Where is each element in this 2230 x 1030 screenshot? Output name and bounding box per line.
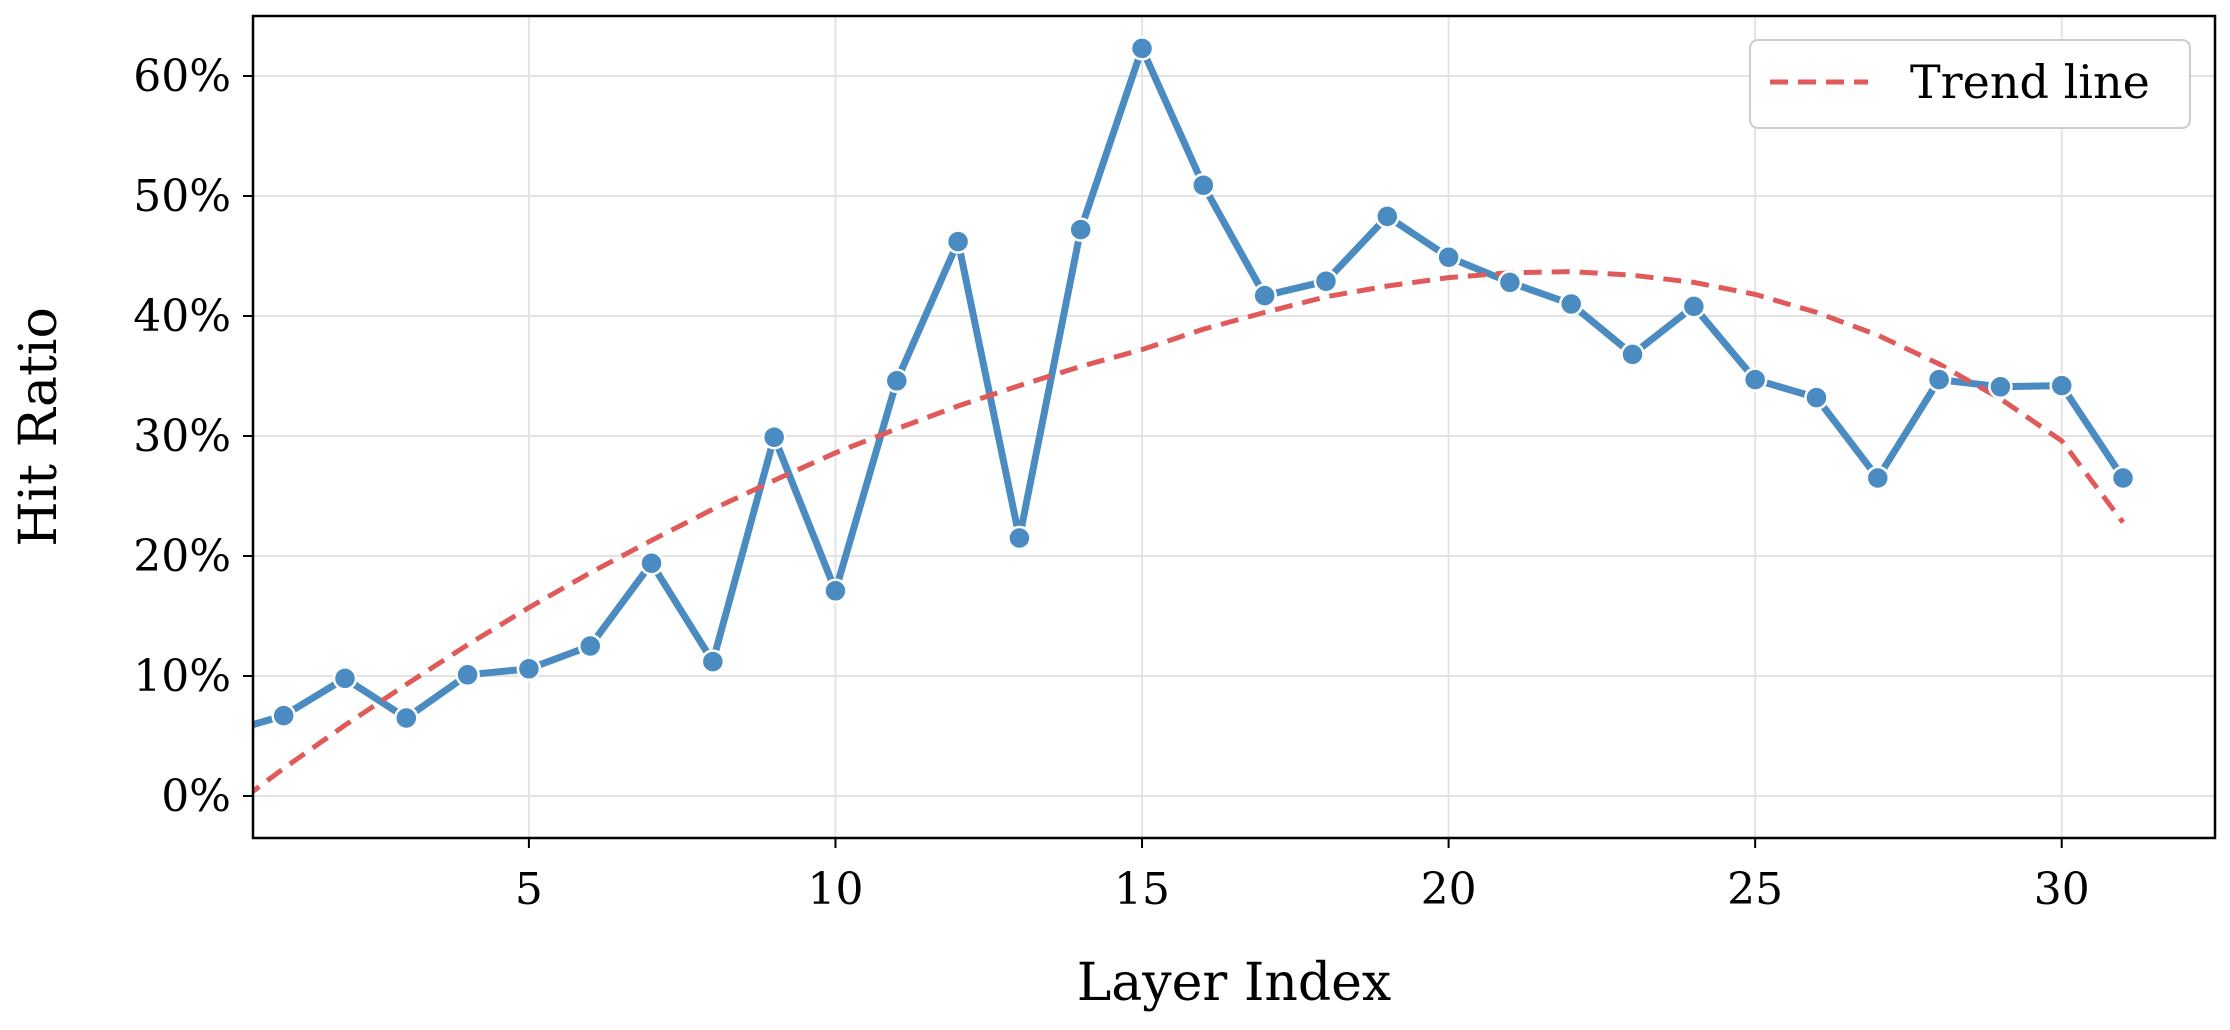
data-point bbox=[639, 550, 664, 576]
axis-ticks: 5 10 15 20 25 30 0% 10% 20% 30% 40% 50% 60% bbox=[133, 51, 2090, 915]
data-point bbox=[394, 705, 419, 731]
data-point bbox=[332, 666, 358, 691]
data-point bbox=[1742, 367, 1768, 392]
data-point bbox=[1313, 268, 1339, 294]
data-point bbox=[1129, 36, 1155, 61]
series-group bbox=[253, 36, 2136, 795]
data-point bbox=[823, 578, 848, 604]
data-point bbox=[1804, 385, 1829, 410]
data-point bbox=[1988, 374, 2013, 400]
x-tick-label: 30 bbox=[2034, 864, 2090, 915]
x-tick-label: 25 bbox=[1727, 864, 1783, 915]
data-point bbox=[1375, 204, 1400, 229]
grid-lines bbox=[253, 16, 2215, 838]
data-point bbox=[700, 649, 726, 674]
data-point bbox=[1926, 367, 1952, 392]
data-point bbox=[1007, 525, 1032, 551]
x-tick-label: 10 bbox=[807, 864, 863, 915]
data-point bbox=[1681, 294, 1707, 319]
x-axis-title: Layer Index bbox=[1077, 953, 1392, 1013]
data-point bbox=[884, 368, 910, 394]
data-point bbox=[455, 662, 480, 688]
legend: Trend line bbox=[1749, 39, 2191, 129]
data-point bbox=[2110, 465, 2136, 491]
data-point bbox=[1865, 465, 1891, 491]
data-point bbox=[1436, 244, 1461, 270]
data-point bbox=[2049, 373, 2074, 398]
y-tick-label: 10% bbox=[133, 651, 231, 702]
y-tick-label: 60% bbox=[133, 51, 231, 102]
y-tick-label: 50% bbox=[133, 171, 231, 222]
x-tick-label: 20 bbox=[1421, 864, 1477, 915]
data-point bbox=[1558, 291, 1584, 317]
data-point bbox=[577, 633, 603, 659]
data-point bbox=[1068, 217, 1093, 242]
y-tick-label: 40% bbox=[133, 291, 231, 342]
data-point bbox=[761, 424, 787, 450]
y-tick-label: 20% bbox=[133, 531, 231, 582]
legend-label-trend-line: Trend line bbox=[1910, 55, 2150, 109]
data-point bbox=[1497, 270, 1523, 295]
y-axis-title: Hit Ratio bbox=[9, 307, 69, 547]
data-point bbox=[1252, 283, 1277, 308]
x-tick-label: 5 bbox=[515, 864, 543, 915]
data-point bbox=[271, 703, 296, 728]
data-point bbox=[1191, 172, 1216, 198]
data-point bbox=[1620, 342, 1645, 367]
y-tick-label: 0% bbox=[161, 771, 231, 822]
data-point bbox=[945, 229, 971, 254]
legend-box bbox=[1749, 39, 2191, 129]
y-tick-label: 30% bbox=[133, 411, 231, 462]
plot-frame bbox=[251, 14, 2217, 840]
series-layer bbox=[253, 36, 2136, 795]
data-point bbox=[516, 656, 542, 682]
trend-line bbox=[253, 269, 2125, 795]
x-tick-label: 15 bbox=[1114, 864, 1170, 915]
